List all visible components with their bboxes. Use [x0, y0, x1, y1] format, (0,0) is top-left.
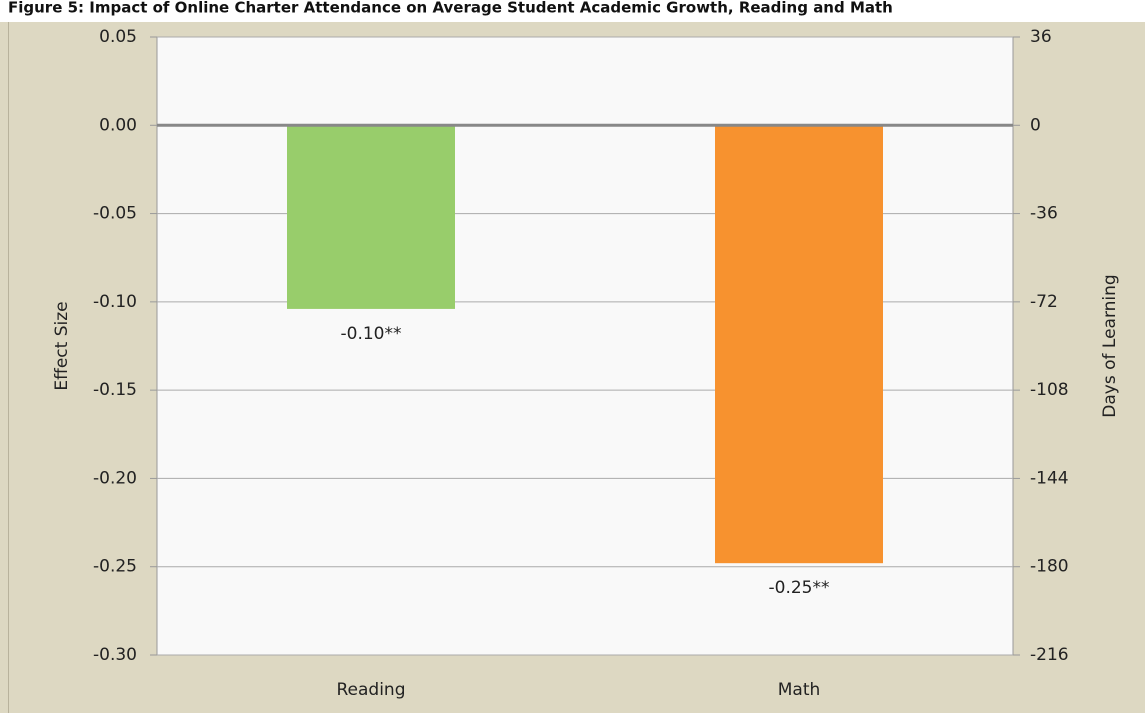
y-axis-label: Effect Size [52, 301, 72, 390]
y-tick-label: -0.30 [93, 645, 137, 665]
y2-tick-label: -180 [1030, 557, 1069, 577]
y-tick-label: 0.05 [99, 27, 137, 47]
y-tick-label: -0.25 [93, 557, 137, 577]
bar [287, 125, 455, 309]
y-tick-label: -0.20 [93, 468, 137, 488]
data-label: -0.25** [769, 578, 830, 598]
chart-title: Figure 5: Impact of Online Charter Atten… [8, 0, 893, 17]
x-tick-label: Reading [336, 680, 405, 700]
y2-tick-label: 36 [1030, 27, 1052, 47]
y-tick-label: -0.05 [93, 204, 137, 224]
y2-tick-label: -36 [1030, 204, 1058, 224]
bar [715, 125, 883, 564]
y2-tick-label: -108 [1030, 380, 1069, 400]
x-tick-label: Math [778, 680, 821, 700]
y-tick-label: 0.00 [99, 115, 137, 135]
title-band [0, 0, 1145, 22]
y2-tick-label: -72 [1030, 292, 1058, 312]
y2-axis-label: Days of Learning [1100, 274, 1120, 417]
y2-tick-label: 0 [1030, 115, 1041, 135]
y2-tick-label: -216 [1030, 645, 1069, 665]
plot-area [156, 36, 1014, 656]
data-label: -0.10** [341, 324, 402, 344]
y2-tick-label: -144 [1030, 468, 1069, 488]
y-tick-label: -0.10 [93, 292, 137, 312]
y-tick-label: -0.15 [93, 380, 137, 400]
